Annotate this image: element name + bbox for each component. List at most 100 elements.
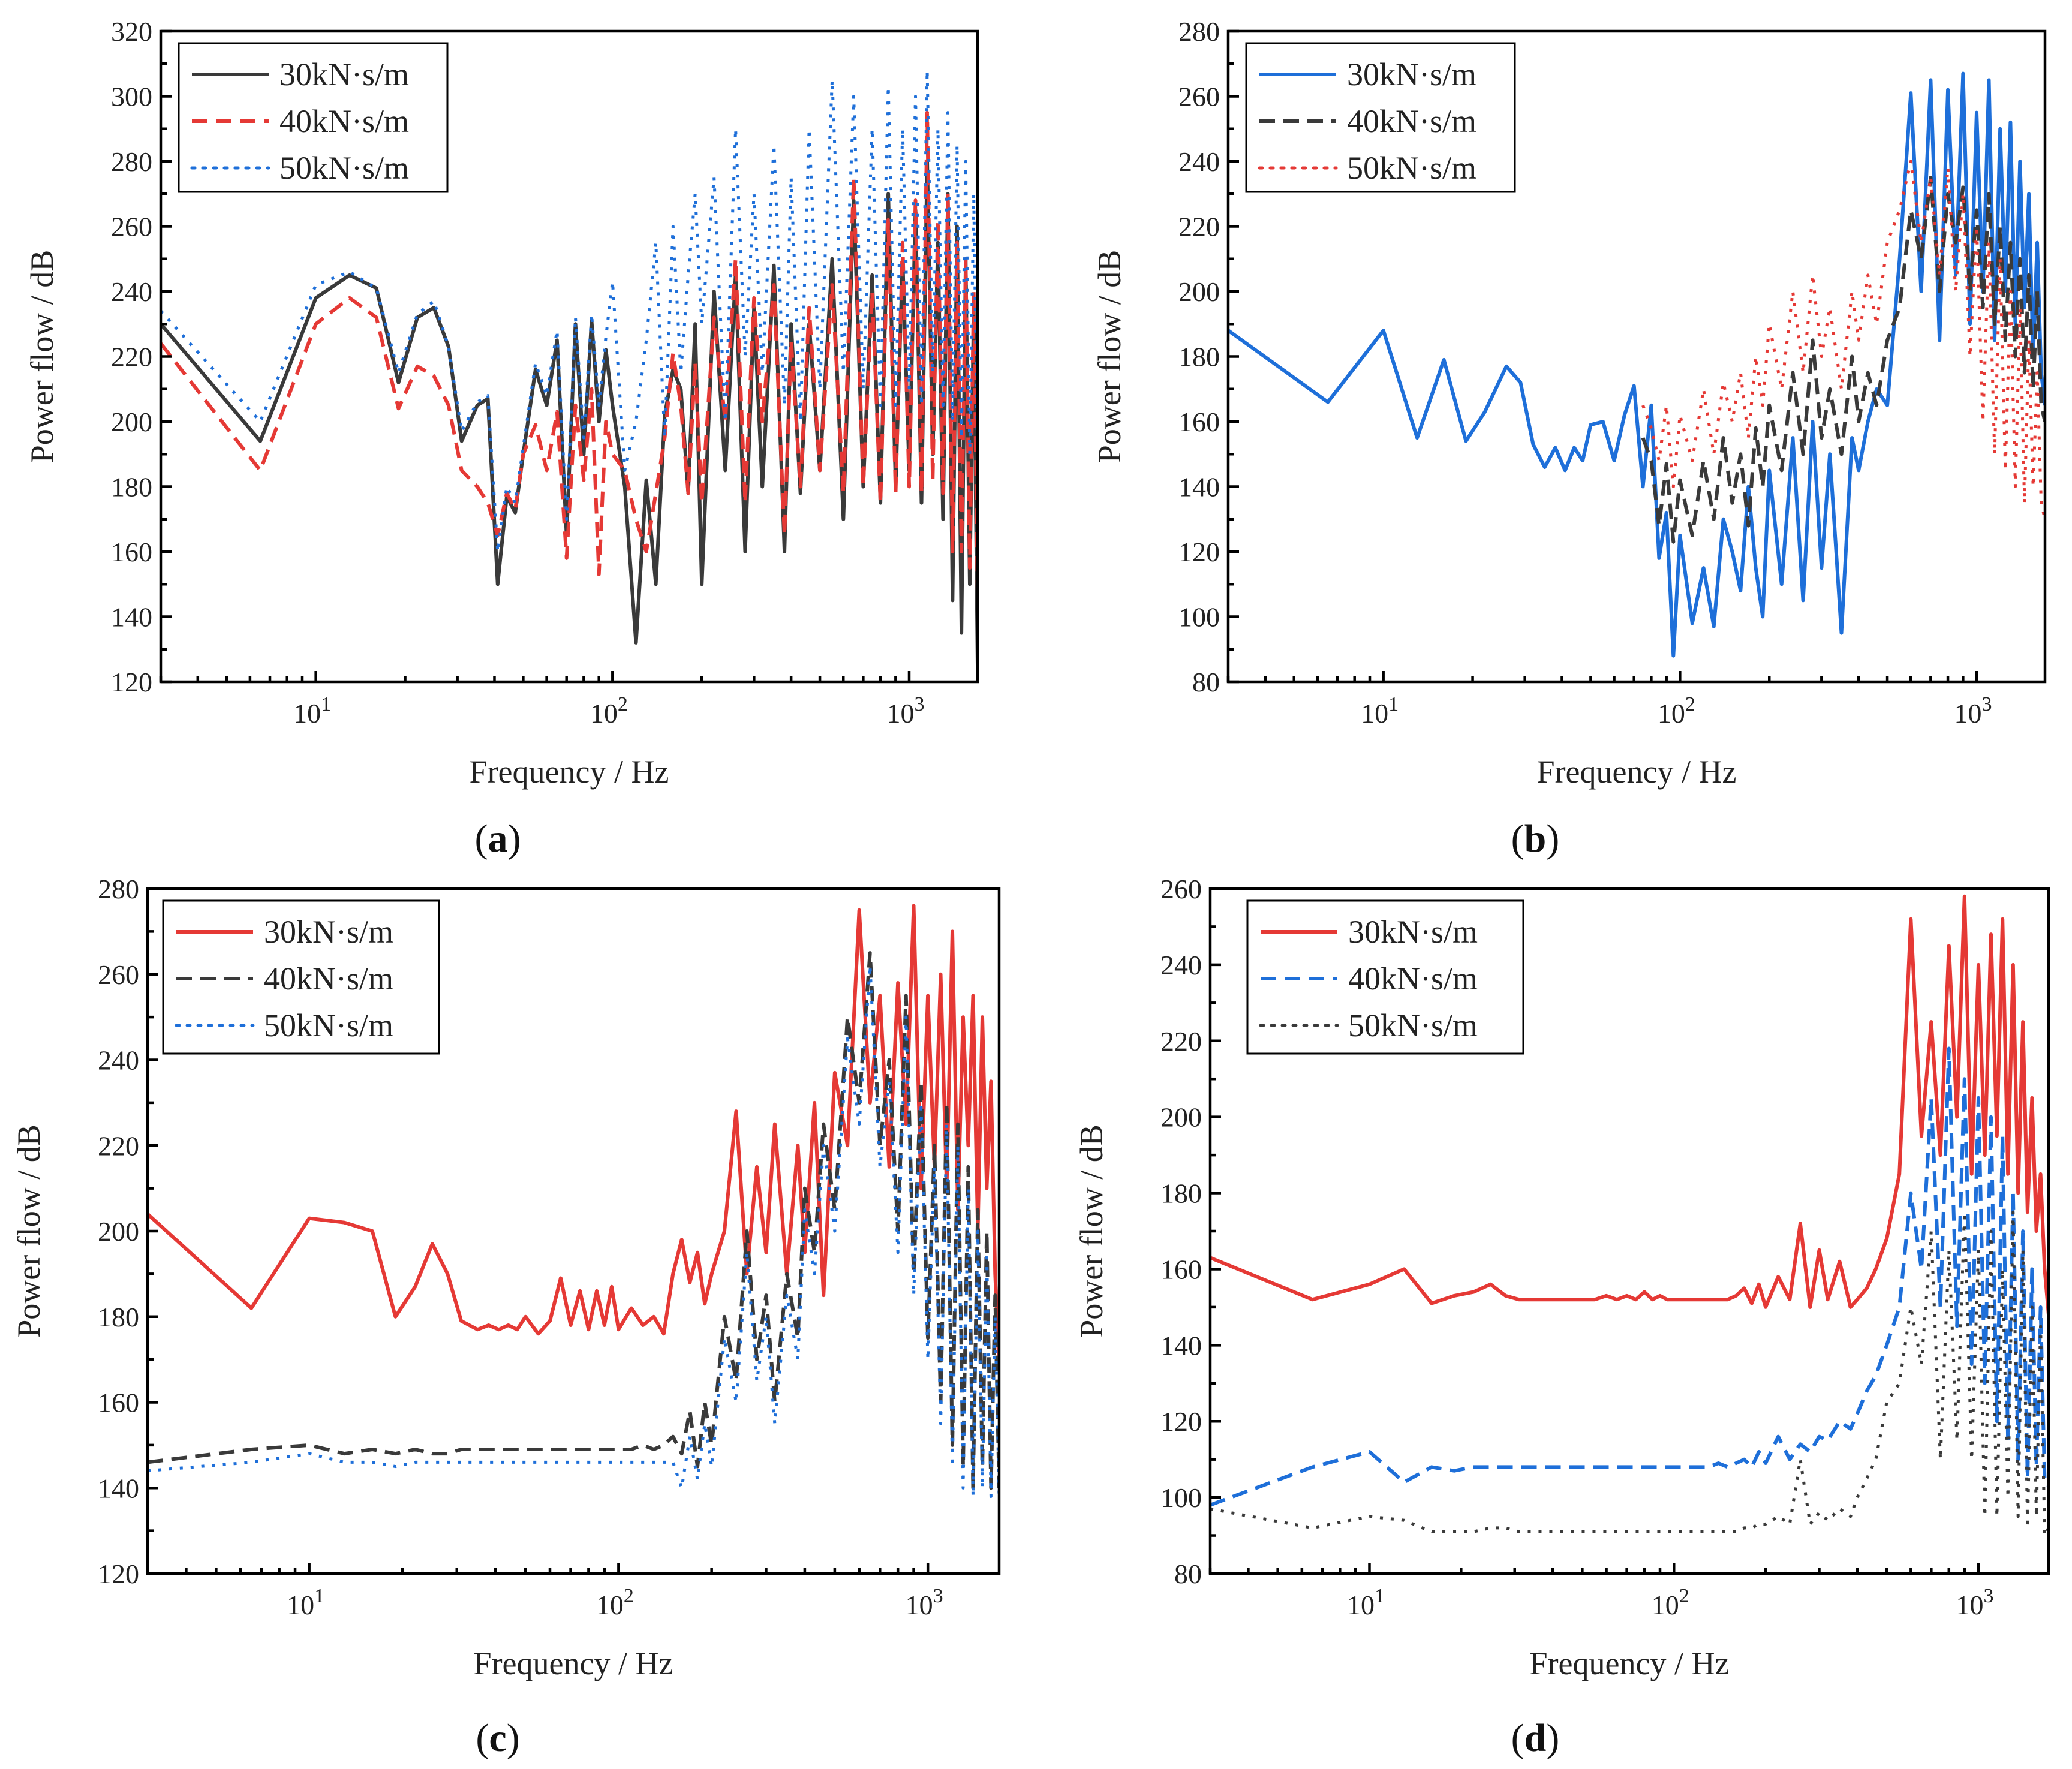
legend-label: 40kN·s/m bbox=[1348, 961, 1478, 997]
y-tick-label: 200 bbox=[1160, 1102, 1202, 1133]
y-tick-label: 140 bbox=[1178, 472, 1220, 503]
y-tick-label: 120 bbox=[98, 1559, 139, 1589]
y-axis-title: Power flow / dB bbox=[1091, 250, 1127, 463]
legend: 30kN·s/m 40kN·s/m 50kN·s/m bbox=[1246, 899, 1524, 1055]
x-tick-label: 102 bbox=[596, 1585, 634, 1620]
y-tick-label: 120 bbox=[1160, 1406, 1202, 1437]
subfigure-label: (a) bbox=[475, 817, 521, 861]
x-axis-title: Frequency / Hz bbox=[1530, 1645, 1730, 1681]
x-tick-label: 103 bbox=[906, 1585, 943, 1620]
y-tick-label: 200 bbox=[98, 1216, 139, 1247]
y-tick-label: 260 bbox=[111, 212, 152, 242]
y-tick-label: 320 bbox=[111, 16, 152, 47]
y-tick-label: 200 bbox=[111, 407, 152, 437]
series-line-2 bbox=[1641, 176, 2045, 544]
y-tick-label: 180 bbox=[1178, 342, 1220, 372]
y-tick-label: 160 bbox=[1160, 1254, 1202, 1284]
y-tick-label: 240 bbox=[1160, 950, 1202, 980]
subfigure-label: (b) bbox=[1511, 817, 1560, 861]
y-tick-label: 80 bbox=[1192, 667, 1220, 697]
legend-label: 50kN·s/m bbox=[1348, 1007, 1478, 1043]
y-tick-label: 240 bbox=[1178, 146, 1220, 177]
y-tick-label: 180 bbox=[111, 472, 152, 503]
legend-label: 40kN·s/m bbox=[279, 103, 409, 139]
y-tick-label: 300 bbox=[111, 82, 152, 112]
legend: 30kN·s/m 40kN·s/m 50kN·s/m bbox=[162, 899, 440, 1055]
series-line-1 bbox=[1228, 71, 2045, 658]
chart-panel-c: 120 140 160 180 200 220 240 260 280 101 102 103 Freq… bbox=[0, 874, 1036, 1769]
legend-label: 30kN·s/m bbox=[279, 56, 409, 92]
legend-label: 30kN·s/m bbox=[1347, 56, 1476, 92]
x-axis-title: Frequency / Hz bbox=[1537, 754, 1737, 790]
chart-svg-c: 120 140 160 180 200 220 240 260 280 101 102 103 Freq… bbox=[11, 874, 1001, 1760]
chart-svg-a: 120 140 160 180 200 220 240 260 280 300 320 101 102 1… bbox=[24, 16, 979, 861]
x-tick-label: 101 bbox=[287, 1585, 324, 1620]
y-tick-label: 160 bbox=[98, 1388, 139, 1418]
x-tick-label: 101 bbox=[293, 693, 331, 729]
y-tick-label: 120 bbox=[1178, 537, 1220, 567]
subfigure-label: (d) bbox=[1511, 1716, 1560, 1760]
legend-label: 30kN·s/m bbox=[1348, 914, 1478, 950]
legend: 30kN·s/m 40kN·s/m 50kN·s/m bbox=[178, 42, 449, 193]
y-tick-label: 80 bbox=[1174, 1559, 1202, 1589]
y-tick-label: 120 bbox=[111, 667, 152, 697]
series-group bbox=[148, 904, 999, 1498]
legend-label: 50kN·s/m bbox=[279, 150, 409, 186]
chart-svg-b: 80 100 120 140 160 180 200 220 240 260 280 101 102 10… bbox=[1091, 16, 2047, 861]
y-tick-label: 280 bbox=[111, 146, 152, 177]
series-line-1 bbox=[161, 160, 978, 666]
legend-label: 50kN·s/m bbox=[1347, 150, 1476, 186]
y-tick-label: 160 bbox=[1178, 407, 1220, 437]
y-tick-label: 240 bbox=[111, 276, 152, 307]
series-line-3 bbox=[161, 68, 978, 553]
y-tick-label: 180 bbox=[1160, 1178, 1202, 1209]
series-group bbox=[1210, 894, 2049, 1538]
x-tick-label: 102 bbox=[590, 693, 628, 729]
y-tick-label: 180 bbox=[98, 1302, 139, 1332]
y-tick-label: 220 bbox=[98, 1130, 139, 1161]
chart-panel-b: 80 100 120 140 160 180 200 220 240 260 280 101 102 10… bbox=[1067, 0, 2072, 884]
y-tick-label: 260 bbox=[1160, 874, 1202, 904]
y-axis-title: Power flow / dB bbox=[1073, 1124, 1109, 1337]
x-tick-label: 101 bbox=[1361, 693, 1399, 729]
series-line-2 bbox=[161, 110, 978, 591]
legend-label: 40kN·s/m bbox=[264, 961, 393, 997]
series-line-2 bbox=[148, 951, 999, 1490]
y-tick-label: 140 bbox=[111, 602, 152, 633]
x-tick-label: 101 bbox=[1347, 1585, 1385, 1620]
x-tick-label: 103 bbox=[1956, 1585, 1993, 1620]
x-axis-title: Frequency / Hz bbox=[470, 754, 669, 790]
y-axis-title: Power flow / dB bbox=[24, 250, 60, 463]
chart-svg-d: 80 100 120 140 160 180 200 220 240 260 101 102 103 Fr… bbox=[1073, 874, 2050, 1760]
y-tick-label: 220 bbox=[111, 342, 152, 372]
series-line-3 bbox=[1641, 160, 2045, 520]
y-tick-label: 100 bbox=[1160, 1482, 1202, 1513]
y-tick-label: 220 bbox=[1160, 1026, 1202, 1057]
subfigure-label: (c) bbox=[476, 1716, 519, 1760]
y-tick-label: 260 bbox=[98, 959, 139, 990]
chart-panel-d: 80 100 120 140 160 180 200 220 240 260 101 102 103 Fr… bbox=[1067, 874, 2072, 1769]
y-tick-label: 140 bbox=[98, 1473, 139, 1503]
y-tick-label: 160 bbox=[111, 537, 152, 567]
x-tick-label: 103 bbox=[1954, 693, 1992, 729]
y-tick-label: 280 bbox=[98, 874, 139, 904]
x-tick-label: 102 bbox=[1658, 693, 1695, 729]
y-tick-label: 140 bbox=[1160, 1330, 1202, 1361]
y-tick-label: 200 bbox=[1178, 276, 1220, 307]
legend-label: 50kN·s/m bbox=[264, 1007, 393, 1043]
y-tick-label: 280 bbox=[1178, 16, 1220, 47]
legend-label: 40kN·s/m bbox=[1347, 103, 1476, 139]
y-tick-label: 220 bbox=[1178, 212, 1220, 242]
series-line-1 bbox=[148, 904, 999, 1368]
series-group bbox=[1228, 71, 2045, 658]
y-tick-label: 100 bbox=[1178, 602, 1220, 633]
series-line-1 bbox=[1210, 894, 2049, 1315]
x-tick-label: 103 bbox=[887, 693, 925, 729]
y-tick-label: 240 bbox=[98, 1045, 139, 1076]
legend: 30kN·s/m 40kN·s/m 50kN·s/m bbox=[1245, 42, 1516, 193]
legend-label: 30kN·s/m bbox=[264, 914, 393, 950]
y-axis-title: Power flow / dB bbox=[11, 1124, 47, 1337]
y-tick-label: 260 bbox=[1178, 82, 1220, 112]
x-tick-label: 102 bbox=[1652, 1585, 1689, 1620]
series-group bbox=[161, 68, 978, 666]
